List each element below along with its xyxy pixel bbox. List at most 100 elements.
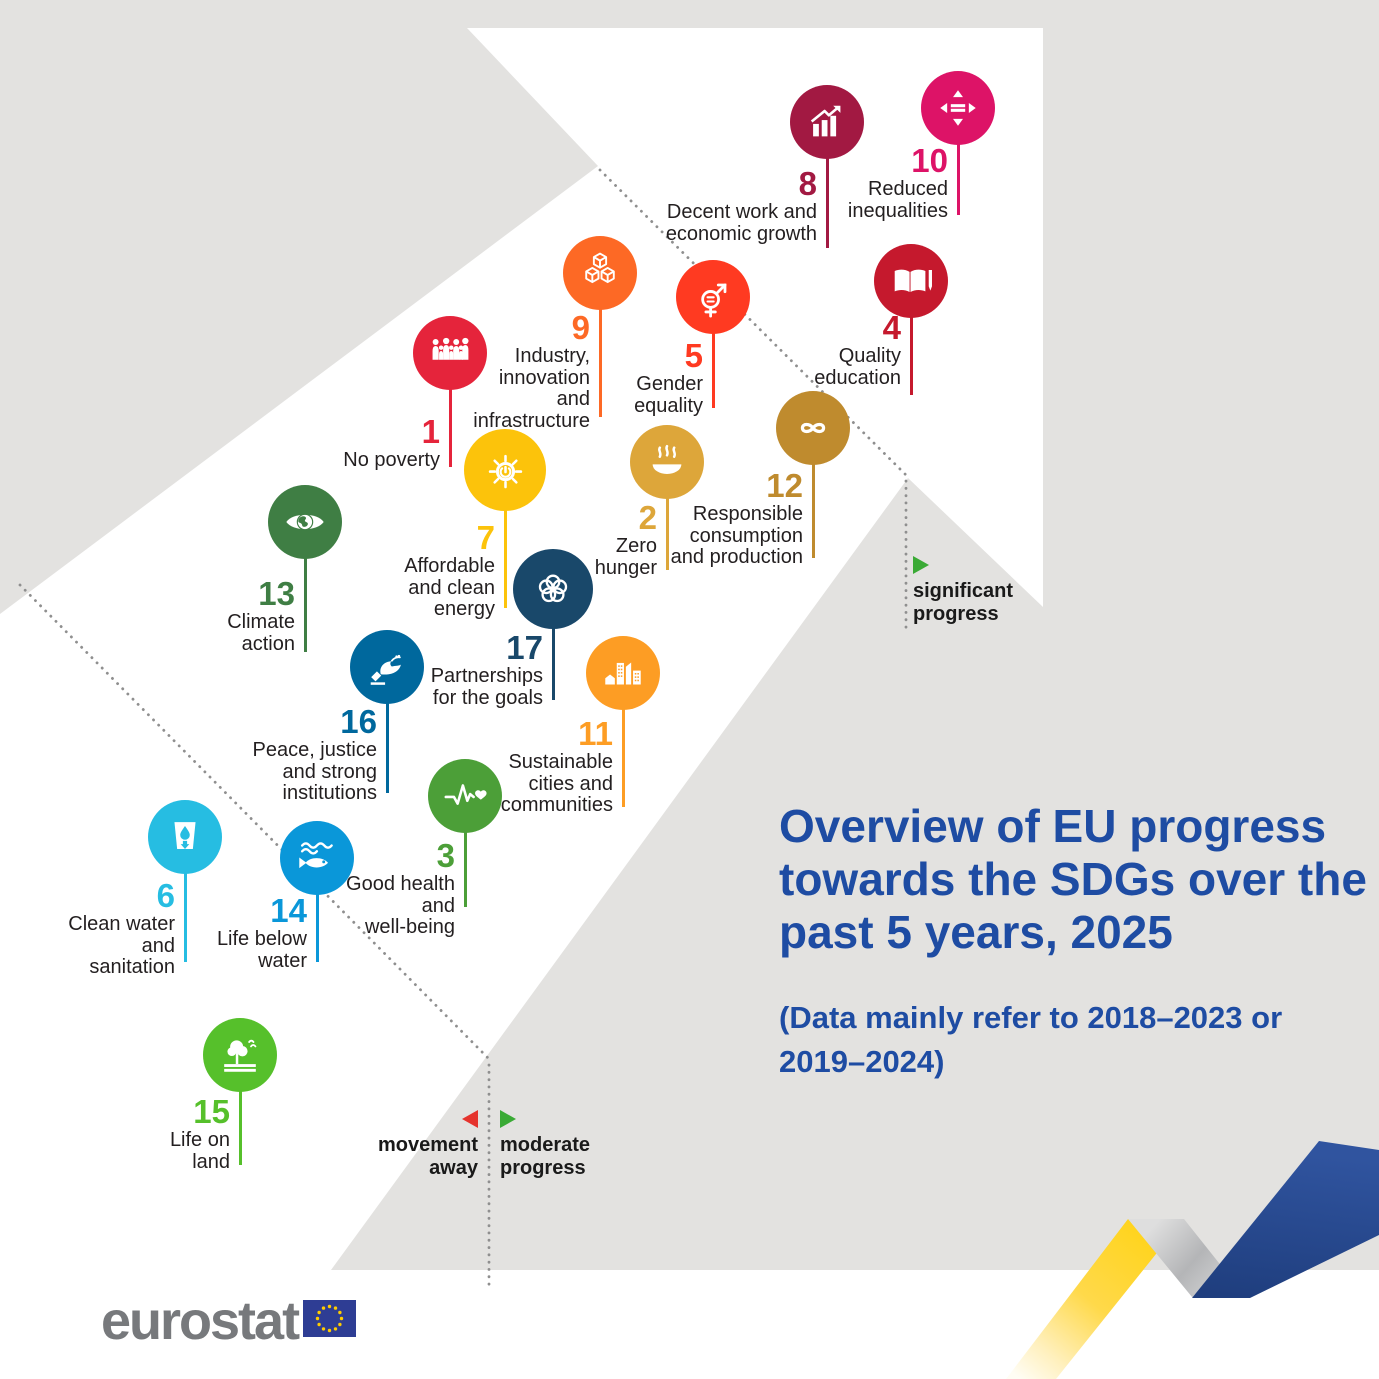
sdg-goal-16-circle [350, 630, 424, 704]
goal-number: 15 [193, 1093, 230, 1130]
goal-name: No poverty [343, 449, 440, 471]
red-left-triangle-icon [462, 1110, 478, 1128]
page-subtitle: (Data mainly refer to 2018–2023 or 2019–… [779, 1000, 1283, 1079]
sdg-goal-9-circle [563, 236, 637, 310]
sdg-goal-8-circle [790, 85, 864, 159]
sdg-goal-2-circle [630, 425, 704, 499]
sdg-goal-7-label: 7 Affordable and clean energy [404, 520, 495, 621]
eu-flag-icon [303, 1300, 357, 1337]
goal-name: Peace, justice and strong institutions [252, 739, 377, 804]
goal-stick [811, 428, 815, 558]
book-pencil-icon [894, 269, 932, 293]
sdg-goal-14-circle [280, 821, 354, 895]
sdg-goal-8-label: 8 Decent work and economic growth [666, 166, 817, 245]
goal-stick [665, 462, 669, 570]
sdg-goal-10-label: 10 Reduced inequalities [848, 143, 948, 222]
ribbon-checkmark-graphic [1006, 1141, 1379, 1379]
goal-name: Partnerships for the goals [430, 665, 543, 709]
legend-movement-away: movement away [378, 1110, 478, 1180]
fish-waves-icon [299, 842, 333, 869]
goal-number: 14 [270, 892, 307, 929]
sdg-goal-2-label: 2 Zero hunger [595, 500, 657, 579]
sdg-goal-6-label: 6 Clean water and sanitation [68, 878, 175, 979]
goal-stick [621, 673, 625, 807]
goal-stick [463, 796, 467, 907]
eurostat-logo-text: eurostat [101, 1291, 300, 1351]
sdg-goal-11-circle [586, 636, 660, 710]
goal-name: Responsible consumption and production [670, 503, 803, 568]
sdg-goal-14-label: 14 Life below water [217, 893, 307, 972]
goal-name: Gender equality [634, 373, 703, 417]
sdg-goal-4-label: 4 Quality education [814, 310, 901, 389]
tree-land-icon [224, 1039, 257, 1072]
eurostat-logo: eurostat [101, 1291, 357, 1351]
goal-stick [711, 297, 715, 408]
water-drop-glass-icon [174, 822, 196, 849]
goal-stick [909, 281, 913, 395]
goal-name: Industry, innovation and infrastructure [473, 345, 590, 432]
equality-arrows-icon [940, 90, 976, 126]
dove-gavel-icon [370, 654, 401, 685]
eu-flag-icon [303, 1300, 357, 1342]
goal-name: Affordable and clean energy [404, 555, 495, 620]
sdg-goal-6-circle [148, 800, 222, 874]
sdg-goal-15-label: 15 Life on land [170, 1094, 230, 1173]
goal-name: Sustainable cities and communities [500, 751, 613, 816]
goal-number: 9 [571, 309, 590, 346]
goal-number: 4 [882, 309, 901, 346]
goal-number: 17 [506, 629, 543, 666]
goal-name: Reduced inequalities [847, 178, 948, 222]
city-buildings-icon [605, 662, 641, 685]
sdg-goal-13-circle [268, 485, 342, 559]
goal-number: 13 [258, 575, 295, 612]
sdg-goal-17-circle [513, 549, 593, 629]
sdg-goal-1-circle [413, 316, 487, 390]
goal-stick [551, 589, 555, 700]
goal-stick [956, 108, 960, 215]
circles-flower-icon [538, 574, 568, 603]
sdg-goal-1-label: 1 No poverty [343, 414, 440, 472]
sdg-goal-17-label: 17 Partnerships for the goals [431, 630, 543, 709]
goal-name: Climate action [227, 611, 295, 655]
sdg-goal-7-circle [464, 429, 546, 511]
legend-label: moderate progress [500, 1134, 591, 1179]
growth-chart-icon [810, 105, 841, 137]
goal-stick [598, 273, 602, 417]
goal-number: 16 [340, 703, 377, 740]
legend-label: significant progress [913, 580, 1014, 625]
goal-number: 7 [476, 519, 495, 556]
goal-stick [303, 522, 307, 652]
sdg-goal-5-label: 5 Gender equality [634, 338, 703, 417]
cubes-icon [585, 252, 615, 284]
goal-number: 12 [766, 467, 803, 504]
sdg-goal-10-circle [921, 71, 995, 145]
sdg-goal-12-label: 12 Responsible consumption and production [671, 468, 803, 569]
goal-stick [503, 470, 507, 608]
goal-stick [448, 353, 452, 467]
goal-stick [183, 837, 187, 962]
legend-moderate-progress: moderate progress [500, 1110, 590, 1180]
green-right-triangle-icon [913, 556, 929, 574]
sdg-goal-9-label: 9 Industry, innovation and infrastructure [473, 310, 590, 432]
goal-name: Clean water and sanitation [68, 913, 175, 978]
goal-stick [385, 667, 389, 793]
goal-name: Decent work and economic growth [665, 201, 817, 245]
goal-name: Life below water [216, 928, 307, 972]
gender-equality-icon [701, 283, 727, 318]
legend-significant-progress: significant progress [913, 556, 1013, 626]
sun-power-icon [488, 454, 522, 488]
goal-number: 2 [638, 499, 657, 536]
legend-label: movement away [377, 1134, 478, 1179]
goal-name: Quality education [814, 345, 901, 389]
goal-stick [315, 858, 319, 962]
goal-stick [825, 122, 829, 248]
goal-name: Zero hunger [594, 535, 657, 579]
goal-name: Good health and well-being [346, 873, 455, 938]
goal-number: 10 [911, 142, 948, 179]
goal-number: 1 [421, 413, 440, 450]
sdg-goal-11-label: 11 Sustainable cities and communities [501, 716, 613, 817]
goal-stick [238, 1055, 242, 1165]
sdg-goal-3-circle [428, 759, 502, 833]
goal-name: Life on land [169, 1129, 230, 1173]
